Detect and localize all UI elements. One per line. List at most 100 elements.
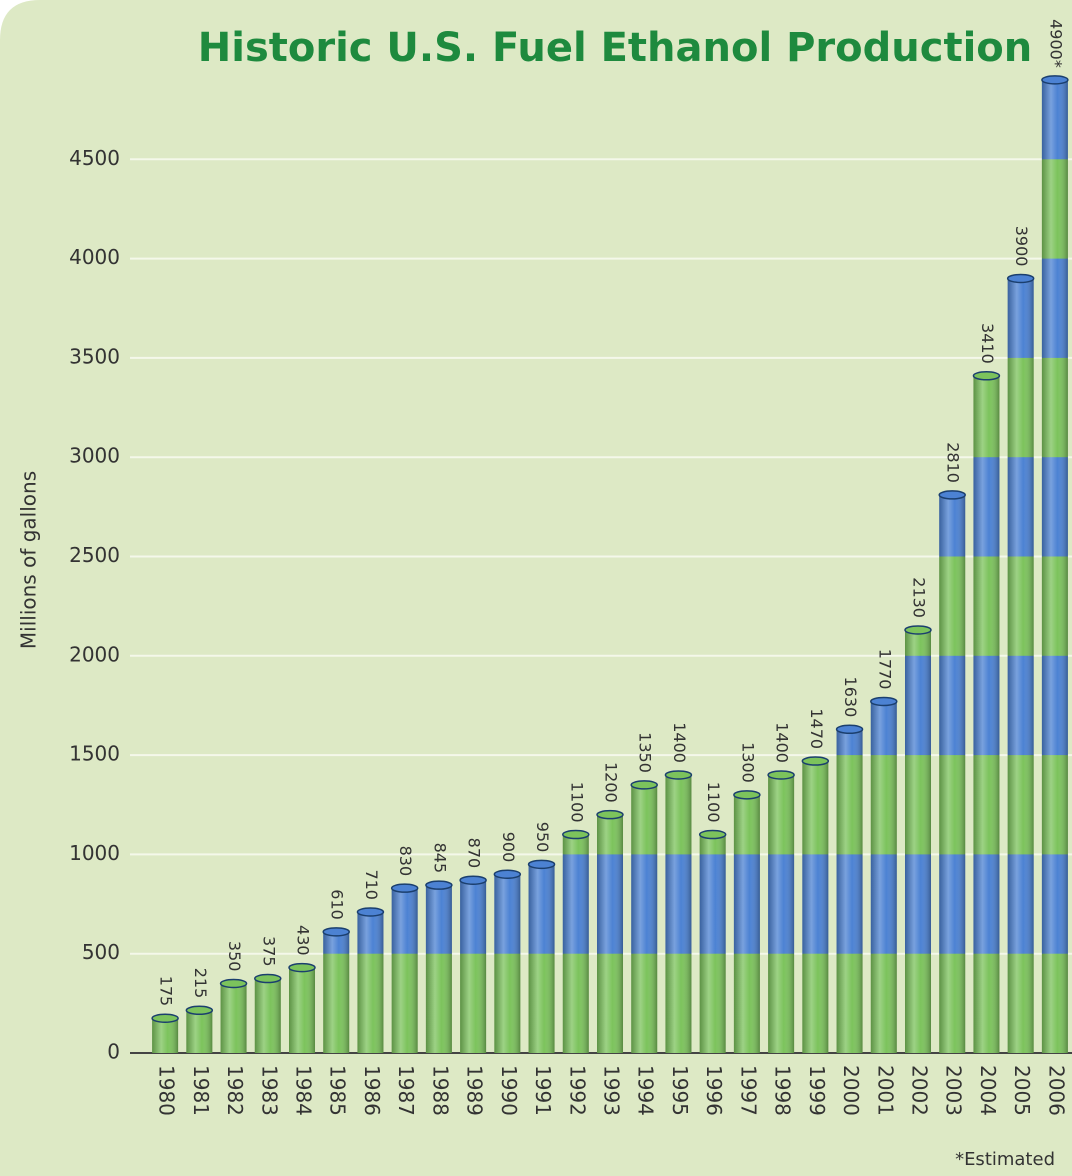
bar-shade bbox=[1007, 278, 1034, 1054]
bar-shade bbox=[733, 794, 760, 1053]
bar-cap bbox=[630, 780, 658, 790]
value-label: 1470 bbox=[807, 708, 826, 749]
bar-shade bbox=[152, 1018, 179, 1053]
x-tick-label: 2005 bbox=[1010, 1065, 1034, 1116]
bar-shade bbox=[288, 967, 316, 1053]
bar-shade bbox=[220, 983, 247, 1053]
value-label: 3900 bbox=[1012, 226, 1031, 267]
value-label: 350 bbox=[225, 941, 244, 972]
bar-cap bbox=[493, 869, 522, 880]
y-axis-label: Millions of gallons bbox=[17, 471, 41, 649]
value-label: 175 bbox=[157, 976, 176, 1007]
value-label: 950 bbox=[533, 822, 552, 853]
bar-shade bbox=[186, 1010, 213, 1053]
y-tick-label: 1500 bbox=[69, 742, 120, 766]
value-label: 845 bbox=[430, 843, 449, 874]
value-label: 870 bbox=[465, 838, 484, 869]
value-label: 1350 bbox=[636, 732, 655, 773]
bar-cap bbox=[527, 859, 556, 870]
y-tick-label: 2500 bbox=[69, 543, 120, 567]
bar-shade bbox=[562, 834, 589, 1053]
bar-cap bbox=[425, 880, 453, 890]
x-tick-label: 1999 bbox=[805, 1065, 829, 1116]
bar-cap bbox=[664, 770, 693, 780]
y-tick-label: 4000 bbox=[69, 245, 120, 269]
x-tick-label: 1998 bbox=[771, 1065, 795, 1116]
chart-title: Historic U.S. Fuel Ethanol Production bbox=[198, 25, 1033, 71]
bar-cap bbox=[185, 1005, 214, 1016]
bar-shade bbox=[665, 774, 692, 1053]
bar-cap bbox=[972, 371, 1001, 381]
bar-cap bbox=[390, 883, 419, 893]
bar-cap bbox=[254, 973, 282, 984]
bar-shade bbox=[357, 911, 384, 1053]
x-tick-label: 1991 bbox=[531, 1065, 555, 1116]
bar-shade bbox=[631, 784, 658, 1053]
bar-cap bbox=[322, 927, 350, 937]
x-tick-label: 1984 bbox=[292, 1065, 316, 1116]
value-label: 1400 bbox=[773, 722, 792, 763]
value-label: 1200 bbox=[602, 762, 621, 803]
value-label: 710 bbox=[362, 869, 381, 900]
bar-shade bbox=[596, 814, 624, 1053]
bar-cap bbox=[835, 724, 864, 735]
bar-shade bbox=[494, 874, 521, 1053]
bar-cap bbox=[733, 790, 761, 800]
bar-shade bbox=[528, 864, 555, 1053]
x-tick-label: 1997 bbox=[736, 1065, 760, 1116]
bar-shade bbox=[425, 885, 452, 1053]
bar-cap bbox=[904, 625, 932, 635]
bar-cap bbox=[801, 756, 830, 766]
y-tick-label: 2000 bbox=[69, 642, 120, 666]
value-label: 1400 bbox=[670, 722, 689, 763]
bar-shade bbox=[1041, 79, 1068, 1054]
x-tick-label: 2006 bbox=[1044, 1065, 1068, 1116]
x-tick-label: 1982 bbox=[223, 1065, 247, 1116]
bar-cap bbox=[1006, 273, 1035, 284]
value-label: 610 bbox=[328, 889, 347, 920]
bar-shade bbox=[699, 834, 726, 1053]
y-tick-label: 3000 bbox=[69, 444, 120, 468]
bar-cap bbox=[562, 829, 590, 840]
bar-shade bbox=[254, 978, 281, 1053]
x-tick-label: 1983 bbox=[257, 1065, 281, 1116]
x-tick-label: 1985 bbox=[326, 1065, 350, 1116]
y-tick-label: 3500 bbox=[69, 344, 120, 368]
bar-cap bbox=[870, 696, 898, 707]
bar-shade bbox=[904, 629, 932, 1053]
bar-cap bbox=[767, 770, 795, 780]
y-tick-label: 4500 bbox=[69, 146, 120, 170]
value-label: 3410 bbox=[978, 323, 997, 364]
bar-cap bbox=[288, 962, 316, 973]
bar-shade bbox=[323, 931, 350, 1053]
value-label: 4900* bbox=[1046, 19, 1065, 68]
bar-cap bbox=[938, 490, 966, 500]
y-tick-label: 500 bbox=[82, 940, 120, 964]
x-tick-label: 1996 bbox=[702, 1065, 726, 1116]
x-tick-label: 1995 bbox=[668, 1065, 692, 1116]
x-tick-label: 2004 bbox=[976, 1065, 1000, 1116]
bar-shade bbox=[939, 494, 966, 1054]
x-tick-label: 1981 bbox=[189, 1065, 213, 1116]
value-label: 1300 bbox=[738, 742, 757, 783]
x-tick-label: 1989 bbox=[463, 1065, 487, 1116]
x-tick-label: 1987 bbox=[394, 1065, 418, 1116]
bar-cap bbox=[698, 829, 727, 840]
x-tick-label: 1988 bbox=[428, 1065, 452, 1116]
bar-cap bbox=[219, 978, 248, 989]
bar-shade bbox=[768, 774, 795, 1053]
value-label: 1100 bbox=[704, 782, 723, 823]
bar-cap bbox=[596, 809, 624, 820]
y-tick-label: 1000 bbox=[69, 841, 120, 865]
bar-cap bbox=[1041, 75, 1069, 85]
value-label: 215 bbox=[191, 968, 210, 999]
bar-cap bbox=[151, 1013, 179, 1023]
x-tick-label: 1993 bbox=[600, 1065, 624, 1116]
bar-cap bbox=[356, 907, 385, 917]
x-tick-label: 1992 bbox=[565, 1065, 589, 1116]
value-label: 1630 bbox=[841, 677, 860, 718]
bar-shade bbox=[870, 701, 897, 1053]
value-label: 830 bbox=[396, 846, 415, 877]
bar-shade bbox=[802, 761, 829, 1053]
x-tick-label: 2002 bbox=[908, 1065, 932, 1116]
